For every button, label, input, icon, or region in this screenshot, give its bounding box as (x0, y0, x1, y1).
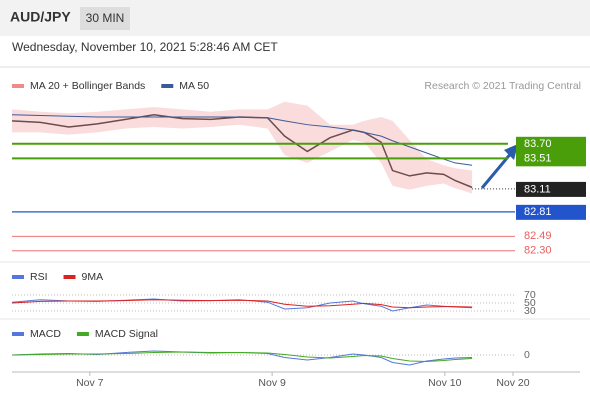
bollinger-band (154, 107, 183, 129)
bollinger-band (364, 117, 382, 163)
arrow-head (504, 144, 518, 160)
legend-label: 9MA (82, 271, 104, 283)
bollinger-band (284, 101, 308, 163)
y-tick-label: 50 (524, 297, 536, 309)
bollinger-band (125, 107, 154, 129)
price-label-box (516, 204, 586, 220)
legend-label: MACD Signal (95, 328, 158, 340)
legend-swatch (12, 84, 24, 88)
bollinger-band (392, 120, 410, 190)
timeframe-box (80, 7, 130, 30)
bollinger-band (267, 101, 285, 156)
price-label: 82.30 (524, 245, 552, 257)
x-tick-label: Nov 7 (76, 377, 104, 389)
x-tick-label: Nov 10 (428, 377, 461, 389)
indicator-line (11, 351, 473, 363)
bollinger-band (40, 111, 69, 135)
legend-swatch (63, 275, 76, 279)
price-label: 83.51 (524, 153, 552, 165)
timeframe: 30 MIN (86, 11, 125, 25)
legend-swatch (161, 84, 174, 88)
indicator-line (11, 114, 473, 166)
bollinger-band (68, 111, 98, 135)
datetime: Wednesday, November 10, 2021 5:28:46 AM … (12, 40, 278, 54)
legend-label: MA 20 + Bollinger Bands (30, 80, 145, 92)
price-label-box (516, 136, 586, 152)
x-tick-label: Nov 20 (496, 377, 529, 389)
legend-swatch (76, 332, 89, 336)
bollinger-band (182, 109, 211, 129)
bollinger-band (409, 139, 427, 190)
price-label: 82.49 (524, 230, 552, 242)
bollinger-band (12, 109, 41, 133)
price-label: 83.11 (524, 183, 551, 195)
legend-swatch (12, 332, 24, 336)
y-tick-label: 30 (524, 305, 536, 317)
bollinger-band (455, 168, 473, 194)
indicator-line (11, 299, 473, 309)
price-label: 83.70 (524, 138, 552, 150)
bollinger-band (381, 117, 393, 186)
legend-swatch (12, 275, 24, 279)
y-tick-label: 70 (524, 289, 536, 301)
bollinger-band (443, 165, 456, 189)
x-tick-label: Nov 9 (258, 377, 286, 389)
bollinger-band (307, 105, 331, 163)
symbol: AUD/JPY (10, 9, 71, 25)
credit: Research © 2021 Trading Central (424, 80, 581, 92)
bollinger-band (426, 159, 444, 186)
bollinger-band (239, 109, 268, 129)
bollinger-band (97, 109, 126, 133)
y-tick-label: 0 (524, 349, 530, 361)
legend-label: MA 50 (179, 80, 209, 92)
price-label-box (516, 151, 586, 167)
bollinger-band (210, 109, 240, 127)
price-label-box (516, 181, 586, 197)
legend-label: MACD (30, 328, 61, 340)
indicator-line (11, 350, 473, 366)
legend-label: RSI (30, 271, 48, 283)
price-label: 82.81 (524, 206, 552, 218)
